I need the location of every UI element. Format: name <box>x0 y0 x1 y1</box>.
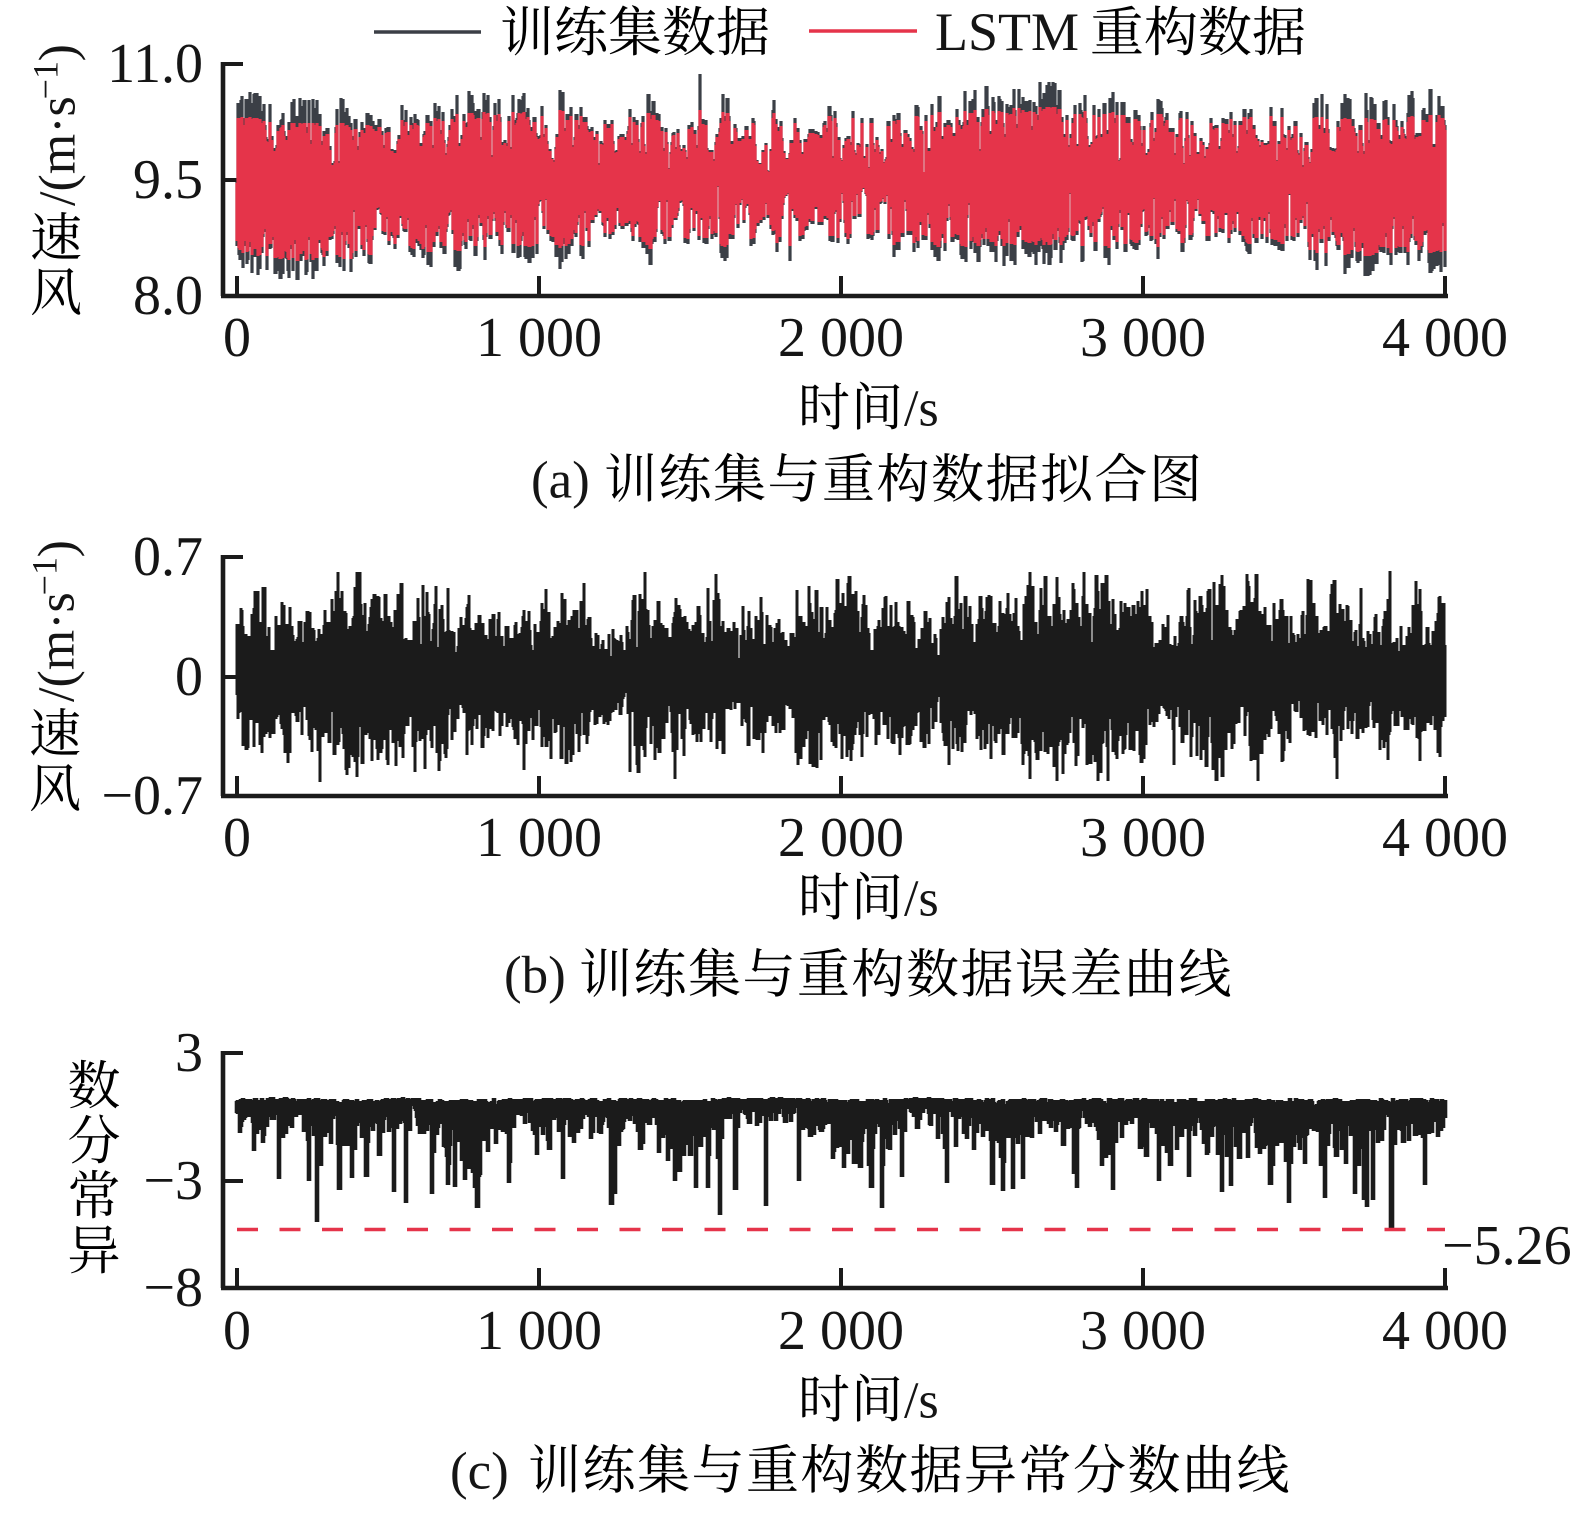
svg-text:0.7: 0.7 <box>133 526 203 588</box>
svg-text:1 000: 1 000 <box>476 307 602 369</box>
svg-text:−1: −1 <box>25 557 65 595</box>
svg-text:2 000: 2 000 <box>778 807 904 869</box>
svg-text:): ) <box>30 44 87 61</box>
svg-text:−5.26: −5.26 <box>1442 1215 1572 1277</box>
svg-text:(a): (a) <box>531 452 590 510</box>
svg-text:4 000: 4 000 <box>1382 1300 1508 1362</box>
svg-text:3 000: 3 000 <box>1080 807 1206 869</box>
svg-text:3 000: 3 000 <box>1080 1300 1206 1362</box>
svg-text:0: 0 <box>223 807 251 869</box>
svg-text:9.5: 9.5 <box>133 149 203 211</box>
svg-text:/s: /s <box>904 871 939 928</box>
svg-text:1 000: 1 000 <box>476 807 602 869</box>
svg-text:/s: /s <box>904 1373 939 1430</box>
svg-text:2 000: 2 000 <box>778 307 904 369</box>
svg-text:−0.7: −0.7 <box>101 765 203 827</box>
svg-text:8.0: 8.0 <box>133 265 203 327</box>
svg-text:/s: /s <box>904 381 939 438</box>
svg-text:LSTM: LSTM <box>935 2 1079 62</box>
svg-text:−1: −1 <box>26 61 66 99</box>
svg-text:/(m·s: /(m·s <box>30 96 87 206</box>
svg-text:): ) <box>29 540 86 557</box>
svg-text:0: 0 <box>223 307 251 369</box>
svg-text:3 000: 3 000 <box>1080 307 1206 369</box>
svg-text:1 000: 1 000 <box>476 1300 602 1362</box>
svg-text:4 000: 4 000 <box>1382 307 1508 369</box>
svg-text:11.0: 11.0 <box>107 33 203 95</box>
svg-text:4 000: 4 000 <box>1382 807 1508 869</box>
svg-text:2 000: 2 000 <box>778 1300 904 1362</box>
svg-text:3: 3 <box>175 1022 203 1084</box>
svg-text:0: 0 <box>223 1300 251 1362</box>
svg-text:−8: −8 <box>143 1257 203 1319</box>
svg-text:(c): (c) <box>450 1443 509 1501</box>
svg-text:/(m·s: /(m·s <box>29 592 86 702</box>
svg-text:0: 0 <box>175 646 203 708</box>
svg-text:(b): (b) <box>504 947 566 1005</box>
svg-text:−3: −3 <box>143 1150 203 1212</box>
